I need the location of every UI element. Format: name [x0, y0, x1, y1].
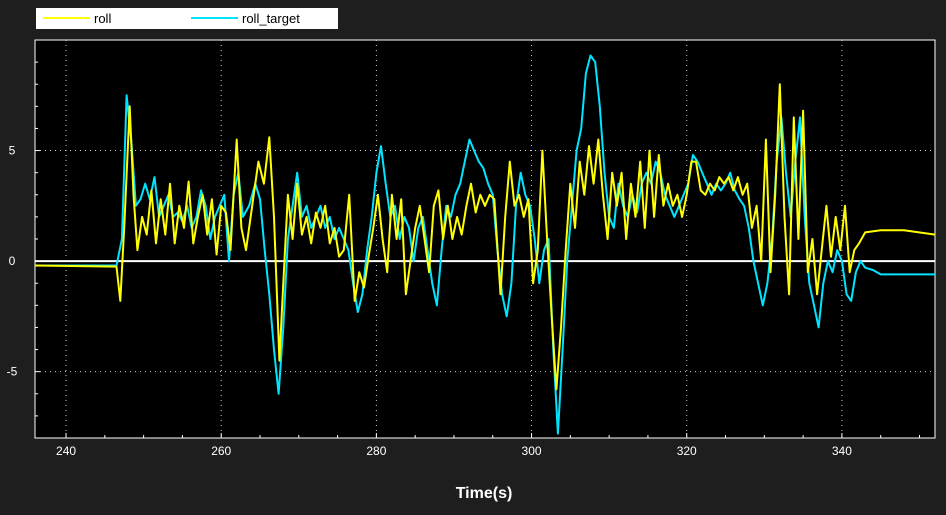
legend-label-roll: roll — [94, 11, 111, 26]
y-tick-label: 5 — [9, 144, 16, 158]
tick-group: 240 260 280 300 320 340 -5 0 5 — [7, 61, 920, 458]
x-tick-label: 320 — [677, 444, 697, 458]
x-tick-label: 340 — [832, 444, 852, 458]
y-tick-label: -5 — [7, 365, 18, 379]
x-tick-label: 300 — [522, 444, 542, 458]
legend-label-roll-target: roll_target — [242, 11, 300, 26]
plot-area — [34, 39, 936, 439]
legend-box — [36, 8, 338, 29]
x-axis-title: Time(s) — [456, 485, 513, 502]
x-tick-label: 260 — [211, 444, 231, 458]
legend: roll roll_target — [36, 8, 338, 29]
x-tick-label: 240 — [56, 444, 76, 458]
series-group — [34, 54, 936, 435]
series-line-roll — [34, 83, 936, 391]
x-tick-label: 280 — [366, 444, 386, 458]
y-tick-label: 0 — [9, 254, 16, 268]
